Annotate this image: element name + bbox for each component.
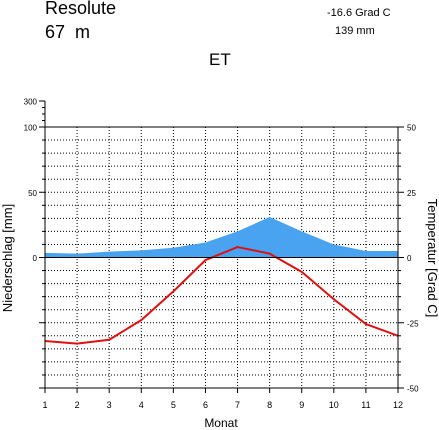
precipitation-area xyxy=(45,217,398,258)
y-axis-label-right: Temperatur [Grad C] xyxy=(425,199,439,318)
x-tick-label: 10 xyxy=(329,400,339,410)
left-tick-label: 50 xyxy=(28,189,37,198)
x-tick-label: 5 xyxy=(171,400,176,410)
x-tick-label: 7 xyxy=(235,400,240,410)
left-tick-label: 300 xyxy=(24,98,38,107)
x-tick-label: 2 xyxy=(75,400,80,410)
x-tick-label: 1 xyxy=(42,400,47,410)
x-tick-label: 9 xyxy=(299,400,304,410)
climate-classification: ET xyxy=(209,50,231,69)
temperature-line xyxy=(44,246,399,345)
right-tick-label: 0 xyxy=(407,254,412,263)
mean-annual-temperature: -16.6 Grad C xyxy=(327,7,391,19)
grid xyxy=(44,127,399,388)
right-tick-label: 25 xyxy=(407,189,416,198)
x-tick-label: 11 xyxy=(361,400,370,410)
axes xyxy=(39,100,404,393)
y-axis-label-left: Niederschlag [mm] xyxy=(0,204,15,312)
x-tick-label: 4 xyxy=(139,400,144,410)
right-tick-label: 50 xyxy=(407,124,416,133)
station-elevation: 67 m xyxy=(45,22,91,42)
x-tick-label: 8 xyxy=(267,400,272,410)
series-layer xyxy=(44,217,399,345)
left-tick-label: 0 xyxy=(33,254,38,263)
x-tick-label: 6 xyxy=(203,400,208,410)
right-tick-label: -50 xyxy=(407,385,419,394)
left-tick-label: 100 xyxy=(24,124,38,133)
annual-precipitation-total: 139 mm xyxy=(335,25,375,37)
x-axis-label: Monat xyxy=(204,416,238,430)
x-tick-label: 3 xyxy=(107,400,112,410)
right-tick-label: -25 xyxy=(407,319,419,328)
station-name: Resolute xyxy=(45,0,117,18)
x-tick-label: 12 xyxy=(393,400,403,410)
